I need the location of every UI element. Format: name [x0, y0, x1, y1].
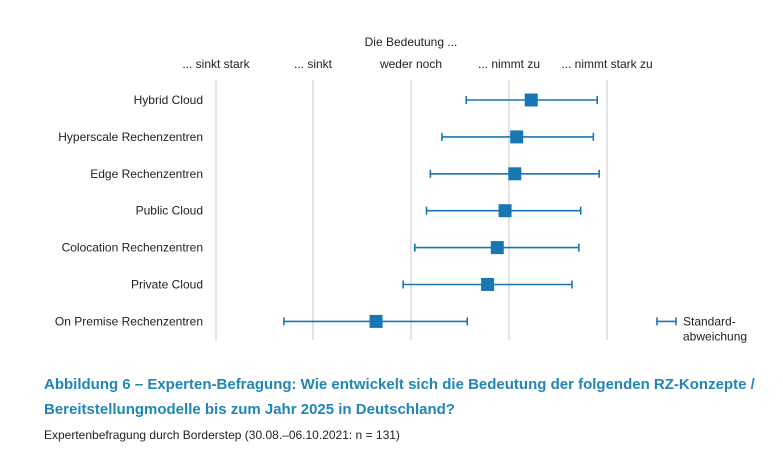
chart-subtitle: Die Bedeutung ...	[365, 35, 458, 49]
legend-label-line-2: abweichung	[683, 329, 747, 343]
caption-title-line-1: Abbildung 6 – Experten-Befragung: Wie en…	[44, 376, 755, 393]
caption-title-line-2: Bereitstellungmodelle bis zum Jahr 2025 …	[44, 401, 455, 418]
figure-caption-title: Abbildung 6 – Experten-Befragung: Wie en…	[44, 372, 774, 422]
x-tick-label: ... nimmt zu	[478, 57, 540, 71]
x-tick-label: ... nimmt stark zu	[561, 57, 652, 71]
legend-label-line-1: Standard-	[683, 314, 736, 328]
mean-marker	[490, 241, 504, 255]
x-tick-label: ... sinkt	[294, 57, 333, 71]
category-label: Hyperscale Rechenzentren	[58, 130, 203, 144]
category-label: Edge Rechenzentren	[90, 167, 203, 181]
chart: Die Bedeutung ... ... sinkt stark ... sink…	[55, 35, 747, 343]
mean-marker	[498, 204, 512, 218]
category-label: Public Cloud	[136, 204, 203, 218]
x-tick-label: weder noch	[379, 57, 442, 71]
figure-caption-source: Expertenbefragung durch Borderstep (30.0…	[44, 428, 400, 442]
mean-marker	[481, 278, 495, 291]
mean-marker	[369, 314, 383, 328]
x-tick-label: ... sinkt stark	[182, 57, 250, 71]
category-label: Private Cloud	[131, 278, 203, 292]
mean-marker	[510, 130, 524, 144]
category-label: On Premise Rechenzentren	[55, 314, 203, 328]
mean-marker	[524, 93, 538, 107]
category-label: Hybrid Cloud	[134, 93, 203, 107]
category-label: Colocation Rechenzentren	[62, 241, 203, 255]
mean-marker	[508, 167, 522, 181]
